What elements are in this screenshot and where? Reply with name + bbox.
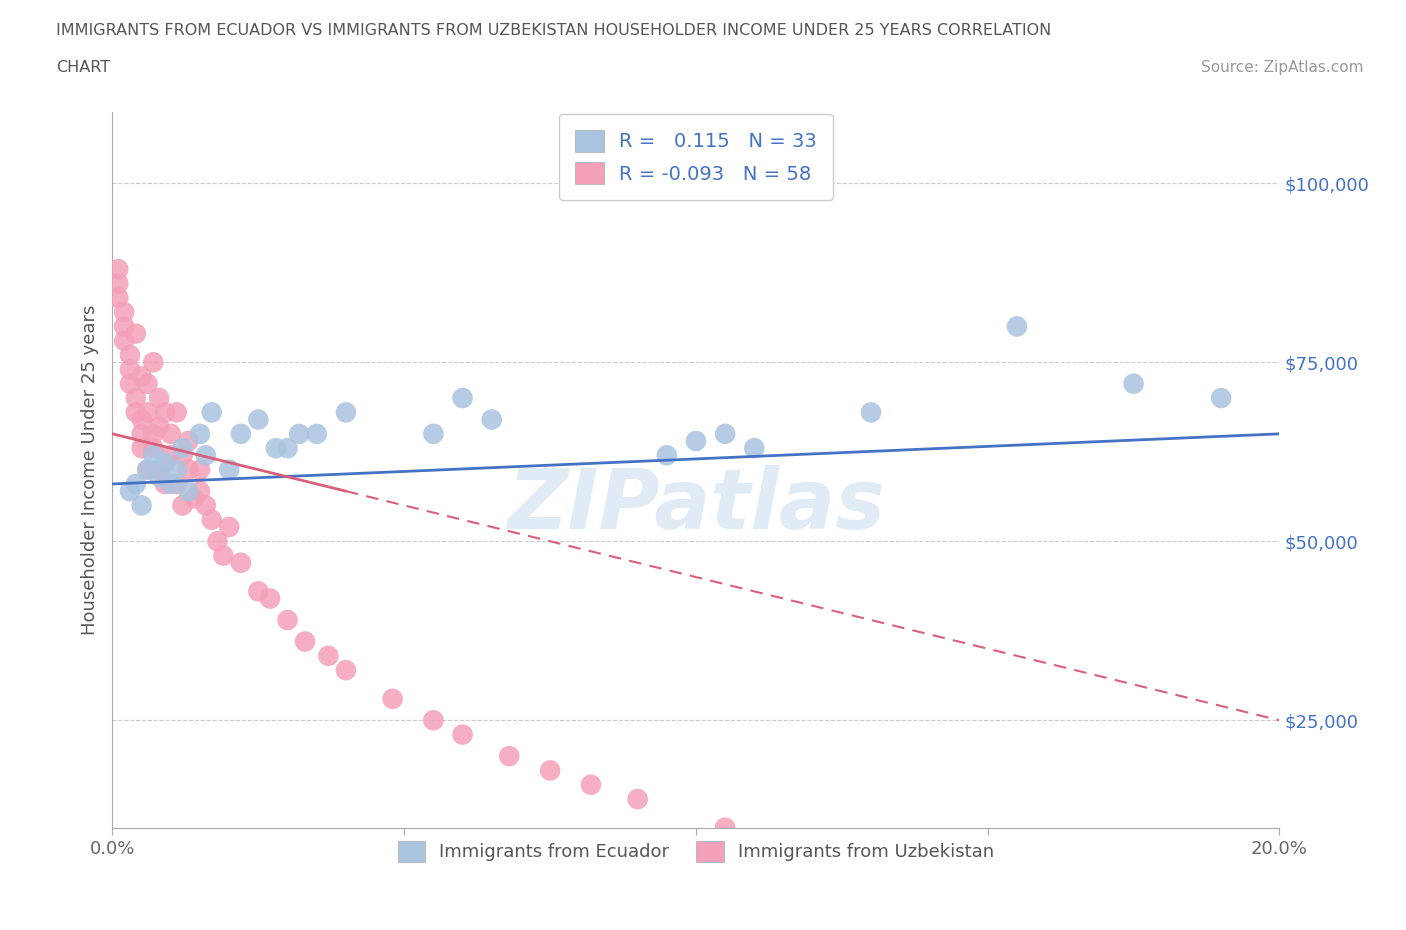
- Point: [188, 462, 211, 477]
- Point: [422, 712, 444, 727]
- Point: [264, 441, 287, 456]
- Point: [153, 455, 176, 470]
- Point: [1005, 319, 1028, 334]
- Point: [107, 290, 129, 305]
- Point: [218, 462, 240, 477]
- Text: CHART: CHART: [56, 60, 110, 75]
- Point: [335, 405, 357, 419]
- Point: [153, 476, 176, 491]
- Text: Source: ZipAtlas.com: Source: ZipAtlas.com: [1201, 60, 1364, 75]
- Point: [451, 391, 474, 405]
- Point: [148, 470, 170, 485]
- Point: [142, 355, 165, 370]
- Point: [166, 476, 188, 491]
- Text: IMMIGRANTS FROM ECUADOR VS IMMIGRANTS FROM UZBEKISTAN HOUSEHOLDER INCOME UNDER 2: IMMIGRANTS FROM ECUADOR VS IMMIGRANTS FR…: [56, 23, 1052, 38]
- Point: [166, 405, 188, 419]
- Point: [201, 405, 224, 419]
- Point: [207, 534, 229, 549]
- Point: [112, 319, 135, 334]
- Point: [118, 484, 141, 498]
- Point: [153, 405, 176, 419]
- Point: [481, 412, 503, 427]
- Point: [229, 555, 252, 570]
- Point: [335, 663, 357, 678]
- Point: [294, 634, 316, 649]
- Point: [183, 491, 205, 506]
- Point: [107, 261, 129, 276]
- Point: [188, 484, 211, 498]
- Point: [160, 476, 183, 491]
- Point: [136, 377, 159, 392]
- Point: [1209, 391, 1232, 405]
- Point: [118, 377, 141, 392]
- Point: [259, 591, 281, 606]
- Point: [1122, 377, 1144, 392]
- Point: [160, 426, 183, 442]
- Point: [142, 426, 165, 442]
- Point: [685, 433, 707, 448]
- Point: [229, 426, 252, 442]
- Point: [318, 648, 340, 663]
- Point: [112, 305, 135, 320]
- Point: [125, 476, 148, 491]
- Point: [136, 405, 159, 419]
- Point: [276, 441, 298, 456]
- Point: [194, 498, 217, 513]
- Point: [172, 441, 194, 456]
- Point: [112, 333, 135, 348]
- Point: [177, 433, 200, 448]
- Point: [160, 448, 183, 463]
- Legend: Immigrants from Ecuador, Immigrants from Uzbekistan: Immigrants from Ecuador, Immigrants from…: [391, 833, 1001, 869]
- Point: [742, 441, 765, 456]
- Point: [148, 462, 170, 477]
- Point: [172, 498, 194, 513]
- Point: [136, 462, 159, 477]
- Point: [118, 362, 141, 377]
- Point: [118, 348, 141, 363]
- Point: [655, 448, 678, 463]
- Point: [860, 405, 883, 419]
- Point: [125, 405, 148, 419]
- Point: [166, 462, 188, 477]
- Point: [201, 512, 224, 527]
- Point: [142, 448, 165, 463]
- Point: [136, 462, 159, 477]
- Point: [131, 441, 153, 456]
- Y-axis label: Householder Income Under 25 years: Householder Income Under 25 years: [80, 304, 98, 635]
- Point: [131, 426, 153, 442]
- Point: [148, 391, 170, 405]
- Point: [172, 448, 194, 463]
- Point: [131, 498, 153, 513]
- Point: [714, 426, 737, 442]
- Text: ZIPatlas: ZIPatlas: [508, 465, 884, 546]
- Point: [142, 441, 165, 456]
- Point: [305, 426, 328, 442]
- Point: [422, 426, 444, 442]
- Point: [218, 520, 240, 535]
- Point: [538, 763, 561, 777]
- Point: [288, 426, 311, 442]
- Point: [627, 791, 650, 806]
- Point: [714, 820, 737, 835]
- Point: [276, 613, 298, 628]
- Point: [381, 691, 404, 706]
- Point: [131, 412, 153, 427]
- Point: [125, 326, 148, 341]
- Point: [498, 749, 520, 764]
- Point: [131, 369, 153, 384]
- Point: [188, 426, 211, 442]
- Point: [194, 448, 217, 463]
- Point: [579, 777, 602, 792]
- Point: [177, 484, 200, 498]
- Point: [451, 727, 474, 742]
- Point: [177, 462, 200, 477]
- Point: [107, 276, 129, 291]
- Point: [148, 419, 170, 434]
- Point: [125, 391, 148, 405]
- Point: [247, 584, 270, 599]
- Point: [212, 548, 235, 563]
- Point: [247, 412, 270, 427]
